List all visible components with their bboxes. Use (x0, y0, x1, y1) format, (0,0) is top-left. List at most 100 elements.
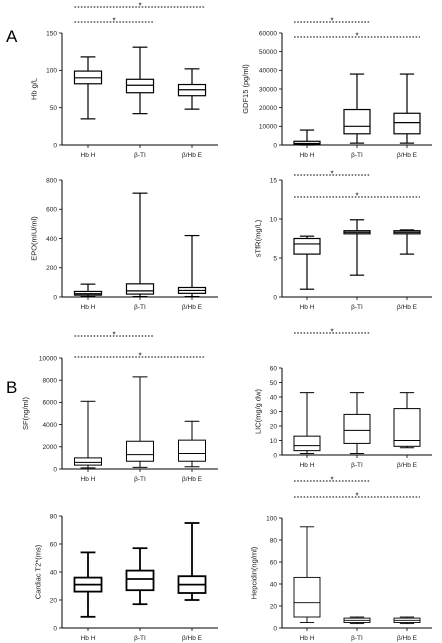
x-category-label: Hb H (300, 462, 315, 469)
boxplot-2: 0 10000 20000 30000 40000 50000 60000 GDF15 (pg… (241, 17, 432, 159)
box-3 (393, 229, 421, 255)
y-axis-label: Cardiac T2*(ms) (34, 544, 43, 599)
y-tick-label: 10 (270, 438, 278, 445)
y-tick-label: 60000 (259, 30, 277, 37)
box-1 (73, 551, 103, 618)
box-iqr (293, 435, 321, 452)
box-iqr (125, 440, 155, 462)
y-tick-label: 200 (46, 265, 57, 272)
y-axis-label: sTfR(mg/L) (254, 219, 263, 257)
y-tick-label: 800 (46, 177, 57, 184)
y-axis-label: GDF15 (pg/ml) (241, 64, 250, 114)
y-tick-label: 60 (270, 559, 278, 566)
y-tick-label: 10 (270, 216, 278, 223)
box-iqr (125, 78, 155, 94)
y-tick-label: 20000 (259, 105, 277, 112)
box-3 (177, 234, 207, 298)
y-tick-label: 150 (46, 30, 57, 37)
y-axis-label: Hb g/L (29, 78, 38, 100)
box-1 (293, 235, 321, 290)
y-axis-label: LIC(mg/g dw) (254, 388, 263, 434)
boxplot-1: 0 50 100 150 Hb g/L Hb H β-TI β/Hb E * * (29, 2, 218, 159)
box-3 (393, 392, 421, 449)
y-tick-label: 15 (270, 177, 278, 184)
box-1 (293, 392, 321, 455)
x-category-label: β/Hb E (182, 476, 203, 483)
box-2 (125, 46, 155, 115)
x-category-label: β-TI (134, 304, 146, 311)
box-2 (343, 219, 371, 276)
y-tick-label: 20 (270, 423, 278, 430)
y-tick-label: 0 (273, 142, 277, 149)
x-category-label: β/Hb E (182, 304, 203, 311)
box-iqr (125, 283, 155, 295)
y-tick-label: 20 (50, 597, 58, 604)
x-category-label: Hb H (81, 635, 96, 642)
panel-letter-a: A (6, 27, 18, 46)
box-2 (343, 392, 371, 455)
y-tick-label: 8000 (43, 378, 58, 385)
box-iqr (293, 576, 321, 618)
y-tick-label: 30000 (259, 86, 277, 93)
y-tick-label: 40 (50, 569, 58, 576)
y-tick-label: 0 (273, 294, 277, 301)
x-category-label: β-TI (351, 152, 363, 159)
y-tick-label: 40000 (259, 68, 277, 75)
y-axis-label: SF(ng/ml) (21, 397, 30, 430)
box-3 (177, 68, 207, 110)
y-axis-label: EPO(mIU/ml) (29, 216, 38, 261)
significance-star: * (330, 170, 333, 179)
y-tick-label: 0 (53, 142, 57, 149)
significance-star: * (138, 2, 141, 11)
box-iqr (293, 140, 321, 146)
box-1 (73, 400, 103, 469)
y-tick-label: 5 (273, 255, 277, 262)
y-tick-label: 100 (266, 515, 277, 522)
box-1 (73, 56, 103, 120)
box-2 (343, 616, 371, 625)
x-category-label: Hb H (300, 304, 315, 311)
y-tick-label: 10000 (39, 355, 57, 362)
x-category-label: β/Hb E (397, 462, 418, 469)
y-tick-label: 0 (273, 452, 277, 459)
box-2 (125, 192, 155, 298)
y-tick-label: 4000 (43, 422, 58, 429)
box-3 (177, 420, 207, 468)
y-tick-label: 50000 (259, 49, 277, 56)
y-tick-label: 60 (50, 541, 58, 548)
y-tick-label: 20 (270, 603, 278, 610)
box-iqr (293, 237, 321, 255)
box-iqr (393, 112, 421, 135)
y-tick-label: 0 (53, 466, 57, 473)
y-tick-label: 0 (53, 294, 57, 301)
box-iqr (343, 413, 371, 444)
box-iqr (343, 108, 371, 135)
x-category-label: β-TI (134, 476, 146, 483)
box-1 (293, 526, 321, 623)
x-category-label: Hb H (300, 152, 315, 159)
significance-star: * (330, 476, 333, 485)
boxplot-5: 0 2000 4000 6000 8000 10000 SF(ng/ml) Hb H β-TI β… (21, 331, 218, 483)
y-tick-label: 50 (50, 105, 58, 112)
y-tick-label: 0 (273, 625, 277, 632)
box-3 (393, 73, 421, 144)
box-1 (293, 129, 321, 146)
boxplot-8: 0 20 40 60 80 100 Hepcidin(ng/ml) Hb H β-TI β/Hb … (249, 476, 432, 642)
box-3 (177, 522, 207, 601)
box-1 (73, 283, 103, 298)
y-tick-label: 400 (46, 236, 57, 243)
boxplot-7: 0 20 40 60 80 Cardiac T2*(ms) Hb H β-TI β/Hb E (34, 513, 218, 642)
x-category-label: β-TI (351, 304, 363, 311)
x-category-label: β-TI (351, 635, 363, 642)
significance-star: * (355, 192, 358, 201)
y-tick-label: 600 (46, 207, 57, 214)
significance-star: * (112, 17, 115, 26)
box-iqr (125, 569, 155, 592)
boxplot-4: 0 5 10 15 sTfR(mg/L) Hb H β-TI β/Hb E * * (254, 170, 432, 311)
box-iqr (177, 439, 207, 462)
x-category-label: β/Hb E (397, 304, 418, 311)
x-category-label: Hb H (81, 304, 96, 311)
y-tick-label: 40 (270, 581, 278, 588)
y-tick-label: 60 (270, 365, 278, 372)
